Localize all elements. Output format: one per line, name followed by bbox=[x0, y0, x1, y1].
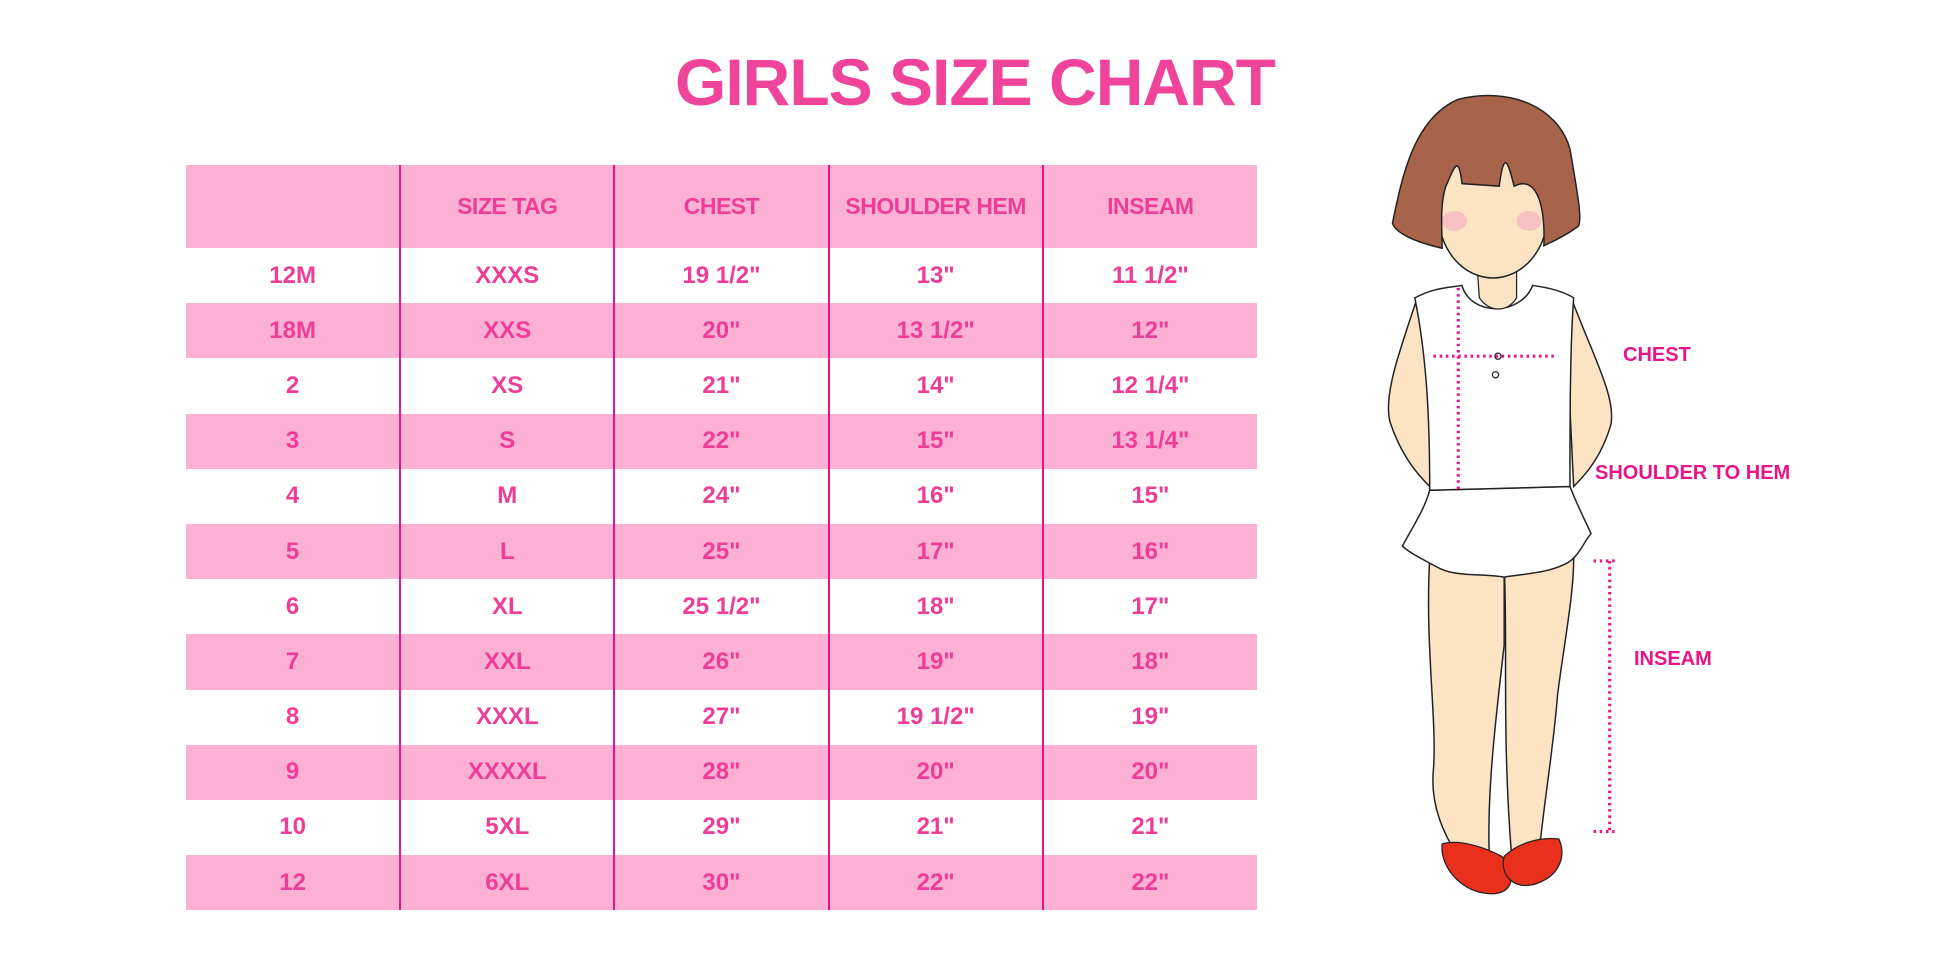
table-cell: L bbox=[399, 523, 615, 580]
table-cell: 17" bbox=[1041, 579, 1257, 635]
table-cell: 5 bbox=[285, 537, 300, 565]
table-cell: XXXS bbox=[399, 248, 615, 304]
table-row: 12 6XL 30" 22" 22" bbox=[186, 855, 1257, 911]
table-cell: 16" bbox=[827, 468, 1043, 524]
table-cell: XXL bbox=[399, 634, 615, 690]
table-cell: 27" bbox=[613, 689, 829, 745]
chest-label: CHEST bbox=[1623, 344, 1691, 366]
table-row: 9 XXXXL 28" 20" 20" bbox=[186, 744, 1257, 800]
table-cell: 15" bbox=[827, 413, 1043, 469]
table-cell: XXXXL bbox=[399, 744, 615, 800]
header-cell: SHOULDER HEM bbox=[827, 165, 1043, 248]
table-cell: XL bbox=[399, 579, 615, 635]
table-cell: 13" bbox=[827, 248, 1043, 304]
table-cell: 22" bbox=[827, 855, 1043, 911]
cheek bbox=[1442, 210, 1467, 231]
table-cell: 6XL bbox=[399, 855, 615, 911]
table-cell: 30" bbox=[613, 855, 829, 911]
table-cell: 28" bbox=[613, 744, 829, 800]
table-row: 5 L 25" 17" 16" bbox=[186, 523, 1257, 580]
table-cell: 29" bbox=[613, 799, 829, 856]
page-title: GIRLS SIZE CHART bbox=[674, 45, 1276, 119]
table-row: 18M XXS 20" 13 1/2" 12" bbox=[186, 303, 1257, 359]
table-cell: 22" bbox=[1041, 855, 1257, 911]
table-cell: XXS bbox=[399, 303, 615, 359]
right-leg bbox=[1503, 557, 1575, 858]
table-cell: 20" bbox=[827, 744, 1043, 800]
right-arm bbox=[1569, 297, 1613, 489]
table-row: 2 XS 21" 14" 12 1/4" bbox=[186, 358, 1257, 414]
shoulder-to-hem-label: SHOULDER TO HEM bbox=[1595, 462, 1791, 484]
table-cell: 6 bbox=[285, 592, 300, 620]
table-cell: 13 1/4" bbox=[1041, 413, 1257, 469]
table-cell: 16" bbox=[1041, 523, 1257, 580]
table-cell: 18" bbox=[1041, 634, 1257, 690]
table-cell: 12 1/4" bbox=[1041, 358, 1257, 414]
table-row: 4 M 24" 16" 15" bbox=[186, 468, 1257, 524]
header-cell: INSEAM bbox=[1041, 165, 1257, 248]
bloomers bbox=[1401, 485, 1592, 578]
size-chart-table: SIZE TAG CHEST SHOULDER HEM INSEAM 12M XX… bbox=[186, 165, 1257, 911]
table-row: 6 XL 25 1/2" 18" 17" bbox=[186, 579, 1257, 635]
button-icon bbox=[1491, 371, 1500, 379]
table-cell: 13 1/2" bbox=[827, 303, 1043, 359]
top bbox=[1413, 284, 1575, 491]
table-cell: 22" bbox=[613, 413, 829, 469]
table-cell: 9 bbox=[285, 758, 300, 786]
table-cell: 12 bbox=[279, 868, 306, 896]
table-cell: 12M bbox=[269, 261, 316, 289]
table-cell: 24" bbox=[613, 468, 829, 524]
header-cell: CHEST bbox=[613, 165, 829, 248]
table-cell: 21" bbox=[613, 358, 829, 414]
table-cell: 20" bbox=[1041, 744, 1257, 800]
table-cell: XS bbox=[399, 358, 615, 414]
table-cell: 3 bbox=[285, 427, 300, 455]
table-cell: 25" bbox=[613, 523, 829, 580]
table-cell: 4 bbox=[285, 482, 300, 510]
left-shoe bbox=[1441, 841, 1512, 895]
table-cell: 26" bbox=[613, 634, 829, 690]
table-cell: 21" bbox=[827, 799, 1043, 856]
table-cell: 11 1/2" bbox=[1041, 248, 1257, 304]
table-row: 3 S 22" 15" 13 1/4" bbox=[186, 413, 1257, 469]
table-cell: 20" bbox=[613, 303, 829, 359]
table-cell: 14" bbox=[827, 358, 1043, 414]
table-cell: 17" bbox=[827, 523, 1043, 580]
table-cell: 2 bbox=[285, 371, 300, 399]
right-shoe bbox=[1502, 837, 1563, 886]
cheek bbox=[1516, 210, 1542, 231]
table-cell: 12" bbox=[1041, 303, 1257, 359]
table-row: 10 5XL 29" 21" 21" bbox=[186, 799, 1257, 856]
table-row: 7 XXL 26" 19" 18" bbox=[186, 634, 1257, 690]
hair bbox=[1391, 94, 1581, 250]
left-leg bbox=[1427, 557, 1505, 858]
table-cell: 25 1/2" bbox=[613, 579, 829, 635]
table-cell: 18" bbox=[827, 579, 1043, 635]
table-cell: 21" bbox=[1041, 799, 1257, 856]
table-cell: 10 bbox=[279, 813, 306, 841]
header-cell: SIZE TAG bbox=[399, 165, 615, 248]
button-icon bbox=[1494, 352, 1502, 360]
table-cell: 19" bbox=[1041, 689, 1257, 745]
table-row: 8 XXXL 27" 19 1/2" 19" bbox=[186, 689, 1257, 745]
table-header-row: SIZE TAG CHEST SHOULDER HEM INSEAM bbox=[186, 165, 1257, 248]
table-cell: 19 1/2" bbox=[827, 689, 1043, 745]
table-cell: S bbox=[399, 413, 615, 469]
table-cell: 7 bbox=[285, 647, 300, 675]
table-cell: 8 bbox=[285, 703, 300, 731]
table-cell: M bbox=[399, 468, 615, 524]
table-cell: 18M bbox=[269, 316, 316, 344]
table-cell: XXXL bbox=[399, 689, 615, 745]
inseam-label: INSEAM bbox=[1634, 648, 1712, 670]
table-cell: 19 1/2" bbox=[613, 248, 829, 304]
table-row: 12M XXXS 19 1/2" 13" 11 1/2" bbox=[186, 248, 1257, 304]
table-cell: 5XL bbox=[399, 799, 615, 856]
table-cell: 15" bbox=[1041, 468, 1257, 524]
table-cell: 19" bbox=[827, 634, 1043, 690]
